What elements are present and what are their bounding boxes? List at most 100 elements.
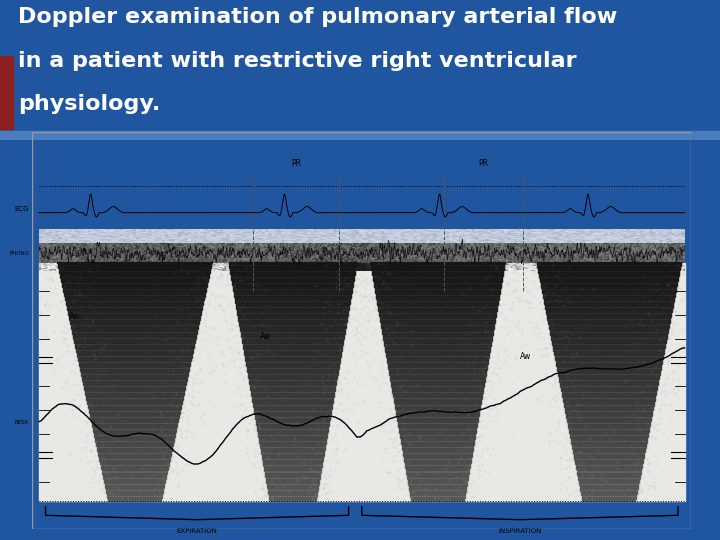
Point xyxy=(457,446,469,454)
Point xyxy=(619,418,631,427)
Point xyxy=(290,418,302,427)
Point xyxy=(567,315,579,324)
Point xyxy=(557,333,569,342)
Point xyxy=(243,315,254,324)
Point xyxy=(578,466,590,475)
Point xyxy=(180,358,192,367)
Point xyxy=(436,425,448,434)
Point xyxy=(106,446,117,454)
Point xyxy=(593,353,604,361)
Point xyxy=(400,388,411,397)
Point xyxy=(578,323,590,332)
Point xyxy=(303,400,315,408)
Point xyxy=(644,366,656,374)
Point xyxy=(315,401,326,410)
Point xyxy=(181,357,193,366)
Point xyxy=(177,363,189,372)
Point xyxy=(586,495,598,503)
Point xyxy=(435,305,446,314)
Point xyxy=(600,429,612,437)
Point xyxy=(603,382,614,390)
Point xyxy=(577,389,589,397)
Point xyxy=(464,454,475,462)
Point xyxy=(637,298,649,306)
Point xyxy=(548,335,559,343)
Point xyxy=(606,394,618,403)
Point xyxy=(110,473,122,482)
Point xyxy=(468,400,480,408)
Point xyxy=(240,302,252,311)
Point xyxy=(176,346,188,354)
Point xyxy=(104,488,116,497)
Point xyxy=(386,327,397,335)
Text: PR: PR xyxy=(291,159,301,168)
Point xyxy=(266,478,277,487)
Point xyxy=(307,465,319,474)
Point xyxy=(305,458,316,467)
Point xyxy=(628,470,639,478)
Point xyxy=(473,347,485,356)
Point xyxy=(84,399,96,408)
Point xyxy=(132,308,144,316)
Point xyxy=(306,494,318,502)
Point xyxy=(573,364,585,373)
Point xyxy=(583,490,595,499)
Point xyxy=(439,464,451,472)
Point xyxy=(160,381,171,390)
Point xyxy=(166,380,178,388)
Point xyxy=(150,329,162,338)
Point xyxy=(131,401,143,409)
Point xyxy=(401,377,413,386)
Point xyxy=(400,389,412,397)
Point xyxy=(149,411,161,420)
Point xyxy=(115,460,127,468)
Point xyxy=(452,459,464,468)
Point xyxy=(577,347,589,356)
Point xyxy=(583,441,595,449)
Point xyxy=(429,383,441,391)
Point xyxy=(405,341,416,350)
Point xyxy=(487,317,499,326)
Point xyxy=(618,436,629,444)
Point xyxy=(640,413,652,422)
Point xyxy=(427,467,438,476)
Point xyxy=(282,393,293,402)
Point xyxy=(592,305,603,313)
Point xyxy=(442,495,454,503)
Point xyxy=(456,489,468,497)
Point xyxy=(69,275,81,284)
Point xyxy=(597,410,608,418)
Point xyxy=(147,322,158,330)
Point xyxy=(148,404,160,413)
Point xyxy=(155,435,166,444)
Point xyxy=(187,268,199,276)
Point xyxy=(573,326,585,335)
Point xyxy=(638,417,649,426)
Point xyxy=(470,297,482,306)
Point xyxy=(136,311,148,320)
Point xyxy=(601,477,613,486)
Point xyxy=(249,407,261,416)
Point xyxy=(610,357,621,366)
Point xyxy=(606,461,617,469)
Point xyxy=(643,381,654,389)
Point xyxy=(414,483,426,491)
Point xyxy=(291,413,302,421)
Point xyxy=(88,422,99,431)
Point xyxy=(562,272,574,281)
Point xyxy=(464,327,475,336)
Point xyxy=(132,446,144,455)
Point xyxy=(112,411,124,420)
Point xyxy=(305,411,316,420)
Point xyxy=(649,275,660,284)
Point xyxy=(410,287,421,295)
Point xyxy=(456,358,468,367)
Point xyxy=(625,441,636,449)
Point xyxy=(583,309,595,318)
Point xyxy=(108,386,120,395)
Point xyxy=(420,489,431,498)
Point xyxy=(150,287,162,295)
Point xyxy=(318,318,330,326)
Point xyxy=(632,357,644,366)
Point xyxy=(438,291,450,299)
